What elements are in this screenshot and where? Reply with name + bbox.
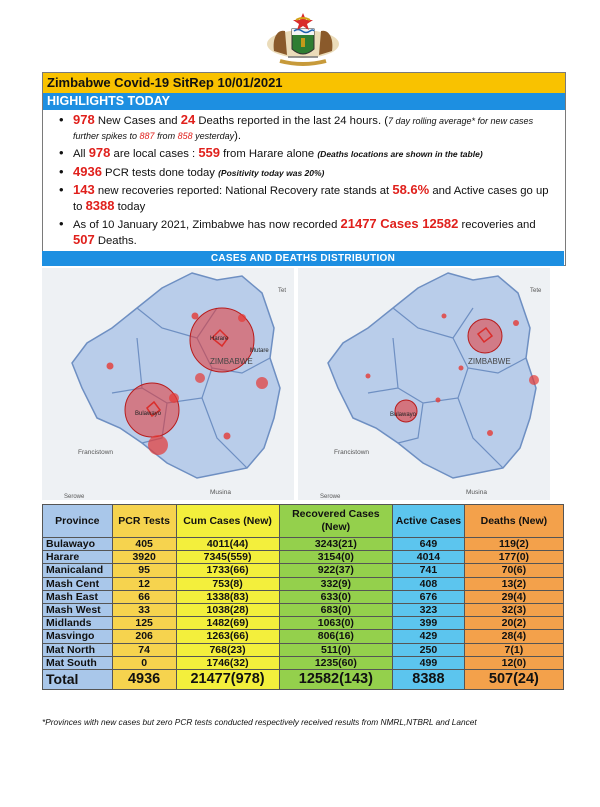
deaths-map: ZIMBABWE Bulawayo Francistown Musina Ser… (298, 268, 550, 500)
svg-text:Francistown: Francistown (334, 449, 369, 456)
table-row: Mash East 66 1338(83) 633(0) 676 29(4) (42, 589, 565, 604)
svg-text:Tet: Tet (278, 288, 286, 294)
svg-text:Bulawayo: Bulawayo (135, 411, 162, 417)
highlight-recoveries: 143 new recoveries reported: National Re… (59, 182, 553, 214)
coat-of-arms-logo (258, 11, 348, 71)
table-row: Manicaland 95 1733(66) 922(37) 741 70(6) (42, 563, 565, 578)
table-row: Bulawayo 405 4011(44) 3243(21) 649 119(2) (42, 536, 565, 552)
highlight-cumulative: As of 10 January 2021, Zimbabwe has now … (59, 216, 553, 248)
table-footnote: *Provinces with new cases but zero PCR t… (42, 717, 477, 727)
header-pcr-tests: PCR Tests (111, 504, 177, 538)
table-row: Mash West 33 1038(28) 683(0) 323 32(3) (42, 602, 565, 618)
svg-text:ZIMBABWE: ZIMBABWE (468, 357, 511, 366)
table-total-row: Total 4936 21477(978) 12582(143) 8388 507(24) (42, 668, 565, 690)
svg-text:Bulawayo: Bulawayo (390, 412, 417, 418)
table-row: Masvingo 206 1263(66) 806(16) 429 28(4) (42, 629, 565, 644)
svg-text:Serowe: Serowe (64, 494, 85, 500)
table-row: Mat South 0 1746(32) 1235(60) 499 12(0) (42, 655, 565, 670)
bulawayo-death-bubble (394, 399, 418, 423)
svg-text:ZIMBABWE: ZIMBABWE (210, 357, 253, 366)
cases-map: ZIMBABWE Harare Mutare Bulawayo Francist… (42, 268, 294, 500)
svg-text:Harare: Harare (210, 336, 229, 342)
highlights-heading: HIGHLIGHTS TODAY (43, 93, 565, 110)
mutare-bubble (256, 377, 268, 389)
header-cum-cases: Cum Cases (New) (175, 504, 280, 538)
mat-south-bubble (148, 435, 168, 455)
table-row: Mash Cent 12 753(8) 332(9) 408 13(2) (42, 576, 565, 591)
svg-text:Mutare: Mutare (250, 348, 269, 354)
harare-bubble (189, 307, 255, 373)
highlight-local-cases: All 978 are local cases : 559 from Harar… (59, 145, 553, 162)
svg-text:Musina: Musina (210, 489, 231, 496)
svg-text:Musina: Musina (466, 489, 487, 496)
header-active: Active Cases (392, 504, 465, 538)
highlights-card: Zimbabwe Covid-19 SitRep 10/01/2021 HIGH… (42, 72, 566, 266)
sitrep-title: Zimbabwe Covid-19 SitRep 10/01/2021 (43, 73, 565, 93)
harare-death-bubble (467, 318, 503, 354)
svg-text:Francistown: Francistown (78, 449, 113, 456)
highlights-list: 978 New Cases and 24 Deaths reported in … (43, 112, 553, 251)
table-row: Harare 3920 7345(559) 3154(0) 4014 177(0) (42, 550, 565, 565)
highlight-new-cases: 978 New Cases and 24 Deaths reported in … (59, 112, 553, 143)
table-row: Mat North 74 768(23) 511(0) 250 7(1) (42, 642, 565, 657)
header-deaths: Deaths (New) (463, 504, 565, 538)
bulawayo-bubble (124, 382, 180, 438)
header-province: Province (42, 504, 113, 538)
province-table: Province PCR Tests Cum Cases (New) Recov… (42, 504, 565, 690)
svg-text:Tete: Tete (530, 288, 542, 294)
distribution-heading: CASES AND DEATHS DISTRIBUTION (42, 251, 564, 266)
table-row: Midlands 125 1482(69) 1063(0) 399 20(2) (42, 616, 565, 631)
highlight-pcr-tests: 4936 PCR tests done today (Positivity to… (59, 164, 553, 181)
table-header-row: Province PCR Tests Cum Cases (New) Recov… (42, 504, 565, 538)
header-recovered: Recovered Cases (New) (278, 504, 394, 538)
svg-text:Serowe: Serowe (320, 494, 341, 500)
